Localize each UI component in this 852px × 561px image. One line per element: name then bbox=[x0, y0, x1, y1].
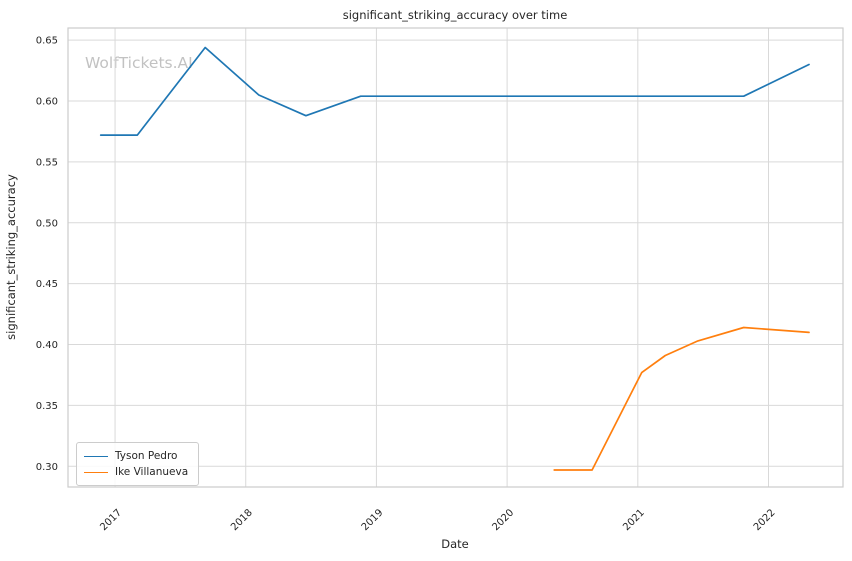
line-swatch-icon bbox=[84, 455, 108, 457]
x-tick-label: 2019 bbox=[360, 507, 386, 533]
chart-title: significant_striking_accuracy over time bbox=[343, 8, 568, 22]
y-tick-label: 0.45 bbox=[36, 279, 58, 290]
plot-border bbox=[67, 27, 844, 488]
y-axis-label: significant_striking_accuracy bbox=[4, 174, 18, 340]
legend-item-tyson-pedro: Tyson Pedro bbox=[84, 448, 188, 464]
legend: Tyson Pedro Ike Villanueva bbox=[76, 442, 200, 486]
gridlines bbox=[68, 28, 843, 487]
y-tick-label: 0.50 bbox=[36, 218, 58, 229]
data-line-ike-villanueva bbox=[553, 326, 810, 471]
x-tick-label: 2020 bbox=[490, 507, 516, 533]
series-lines bbox=[99, 46, 810, 471]
line-swatch-icon bbox=[84, 471, 108, 473]
y-tick-label: 0.65 bbox=[36, 36, 58, 47]
y-tick-label: 0.30 bbox=[36, 462, 58, 473]
data-line-tyson-pedro bbox=[99, 46, 810, 136]
y-tick-label: 0.55 bbox=[36, 157, 58, 168]
plot-area bbox=[68, 28, 843, 487]
watermark: WolfTickets.AI bbox=[85, 54, 193, 72]
y-tick-label: 0.40 bbox=[36, 340, 58, 351]
x-axis-label: Date bbox=[441, 537, 469, 551]
legend-label: Ike Villanueva bbox=[115, 466, 189, 478]
x-tick-label: 2018 bbox=[229, 507, 255, 533]
y-tick-label: 0.35 bbox=[36, 401, 58, 412]
x-axis-ticks: 2017 2018 2019 2020 2021 2022 bbox=[98, 507, 777, 533]
x-tick-label: 2017 bbox=[98, 507, 124, 533]
x-tick-label: 2021 bbox=[621, 507, 647, 533]
y-axis-ticks: 0.30 0.35 0.40 0.45 0.50 0.55 0.60 0.65 bbox=[36, 36, 58, 473]
legend-item-ike-villanueva: Ike Villanueva bbox=[84, 464, 188, 480]
y-tick-label: 0.60 bbox=[36, 97, 58, 108]
x-tick-label: 2022 bbox=[752, 507, 778, 533]
legend-label: Tyson Pedro bbox=[115, 450, 178, 462]
